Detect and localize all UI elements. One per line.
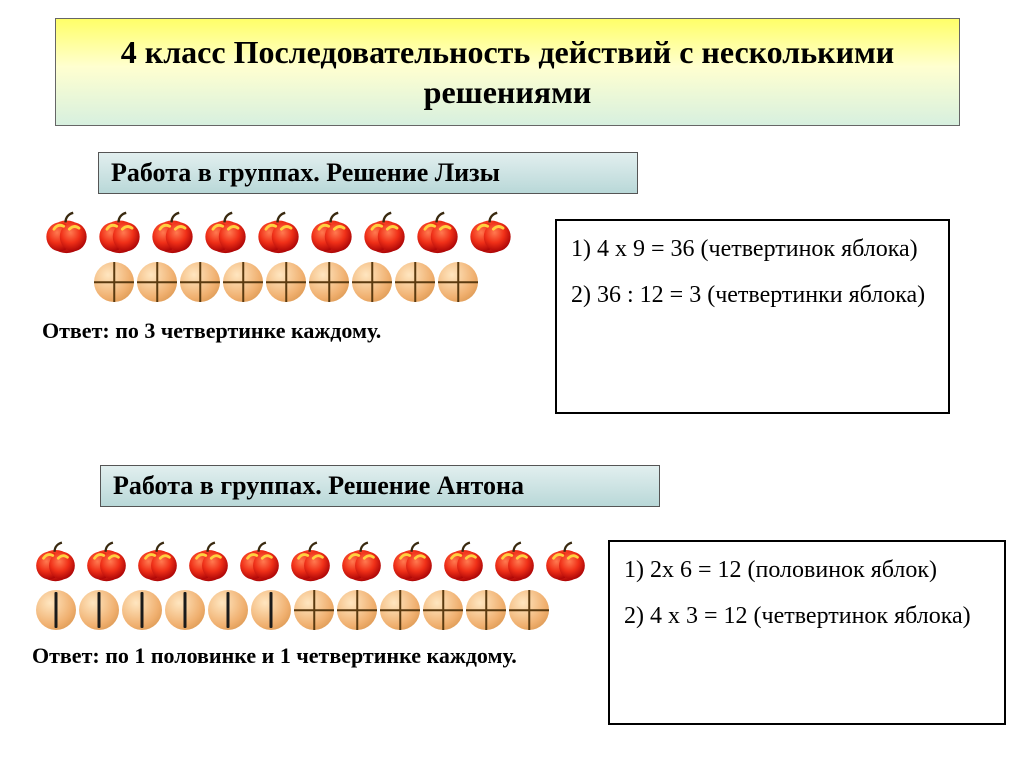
anton-step2: 2) 4 х 3 = 12 (четвертинок яблока) <box>624 600 990 632</box>
liza-apples-row <box>42 208 547 256</box>
quarter-circle-icon <box>94 262 134 302</box>
apple-icon <box>42 208 91 256</box>
anton-illustration: Ответ: по 1 половинке и 1 четвертинке ка… <box>32 538 607 671</box>
quarter-circle-icon <box>337 590 377 630</box>
anton-circles-row <box>32 590 607 630</box>
apple-icon <box>32 538 79 584</box>
half-circle-icon <box>208 590 248 630</box>
liza-header: Работа в группах. Решение Лизы <box>98 152 638 194</box>
half-circle-icon <box>165 590 205 630</box>
quarter-circle-icon <box>438 262 478 302</box>
apple-icon <box>466 208 515 256</box>
anton-answer-text: Ответ: по 1 половинке и 1 четвертинке ка… <box>32 643 517 668</box>
apple-icon <box>360 208 409 256</box>
liza-illustration: Ответ: по 3 четвертинке каждому. <box>42 208 547 344</box>
anton-answer: Ответ: по 1 половинке и 1 четвертинке ка… <box>32 642 592 671</box>
apple-icon <box>134 538 181 584</box>
slide-title-text: 4 класс Последовательность действий с не… <box>68 32 947 112</box>
anton-step1: 1) 2х 6 = 12 (половинок яблок) <box>624 554 990 586</box>
apple-icon <box>491 538 538 584</box>
half-circle-icon <box>79 590 119 630</box>
liza-header-text: Работа в группах. Решение Лизы <box>111 158 500 188</box>
apple-icon <box>201 208 250 256</box>
quarter-circle-icon <box>294 590 334 630</box>
anton-header: Работа в группах. Решение Антона <box>100 465 660 507</box>
quarter-circle-icon <box>380 590 420 630</box>
liza-solution-box: 1) 4 х 9 = 36 (четвертинок яблока) 2) 36… <box>555 219 950 414</box>
quarter-circle-icon <box>266 262 306 302</box>
half-circle-icon <box>251 590 291 630</box>
slide-title: 4 класс Последовательность действий с не… <box>55 18 960 126</box>
apple-icon <box>83 538 130 584</box>
apple-icon <box>542 538 589 584</box>
apple-icon <box>338 538 385 584</box>
apple-icon <box>254 208 303 256</box>
apple-icon <box>185 538 232 584</box>
quarter-circle-icon <box>466 590 506 630</box>
apple-icon <box>148 208 197 256</box>
quarter-circle-icon <box>309 262 349 302</box>
anton-header-text: Работа в группах. Решение Антона <box>113 471 524 501</box>
liza-answer: Ответ: по 3 четвертинке каждому. <box>42 318 547 344</box>
liza-step1: 1) 4 х 9 = 36 (четвертинок яблока) <box>571 233 934 265</box>
apple-icon <box>307 208 356 256</box>
apple-icon <box>236 538 283 584</box>
liza-answer-text: Ответ: по 3 четвертинке каждому. <box>42 318 381 343</box>
half-circle-icon <box>122 590 162 630</box>
half-circle-icon <box>36 590 76 630</box>
apple-icon <box>287 538 334 584</box>
quarter-circle-icon <box>509 590 549 630</box>
quarter-circle-icon <box>352 262 392 302</box>
apple-icon <box>95 208 144 256</box>
quarter-circle-icon <box>180 262 220 302</box>
apple-icon <box>440 538 487 584</box>
quarter-circle-icon <box>423 590 463 630</box>
apple-icon <box>389 538 436 584</box>
quarter-circle-icon <box>395 262 435 302</box>
quarter-circle-icon <box>223 262 263 302</box>
anton-apples-row <box>32 538 607 584</box>
apple-icon <box>413 208 462 256</box>
quarter-circle-icon <box>137 262 177 302</box>
liza-step2: 2) 36 : 12 = 3 (четвертинки яблока) <box>571 279 934 311</box>
anton-solution-box: 1) 2х 6 = 12 (половинок яблок) 2) 4 х 3 … <box>608 540 1006 725</box>
liza-quarters-row <box>42 262 547 302</box>
